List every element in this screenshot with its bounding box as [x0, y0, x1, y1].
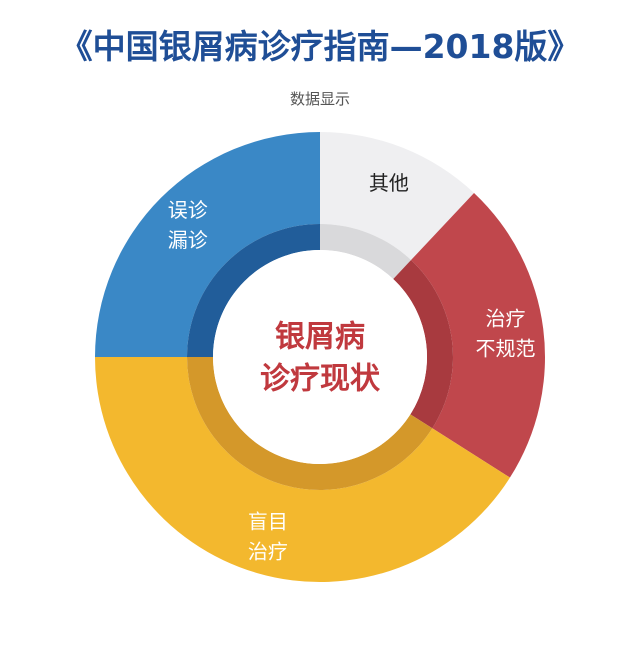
center-label: 诊疗现状 [260, 362, 381, 397]
donut-inner-band [187, 224, 320, 357]
center-label: 银屑病 [275, 320, 365, 355]
donut-slice [320, 132, 475, 261]
slice-label: 治疗 [486, 307, 526, 331]
donut-slice [95, 132, 320, 357]
donut-inner-band [187, 357, 433, 491]
donut-inner-band [393, 260, 453, 429]
slice-label: 误诊 [168, 198, 208, 222]
donut-slice [94, 357, 510, 583]
donut-center [213, 250, 427, 464]
slice-label: 不规范 [476, 337, 536, 361]
page-subtitle: 数据显示 [289, 90, 350, 108]
donut-slice [411, 192, 546, 478]
slice-label: 漏诊 [168, 228, 208, 252]
donut-inner-band [320, 224, 412, 280]
page-title: 《中国银屑病诊疗指南—2018版》 [59, 27, 581, 66]
slice-label: 其他 [369, 171, 409, 195]
slice-label: 盲目 [248, 510, 288, 534]
slice-label: 治疗 [248, 540, 288, 564]
